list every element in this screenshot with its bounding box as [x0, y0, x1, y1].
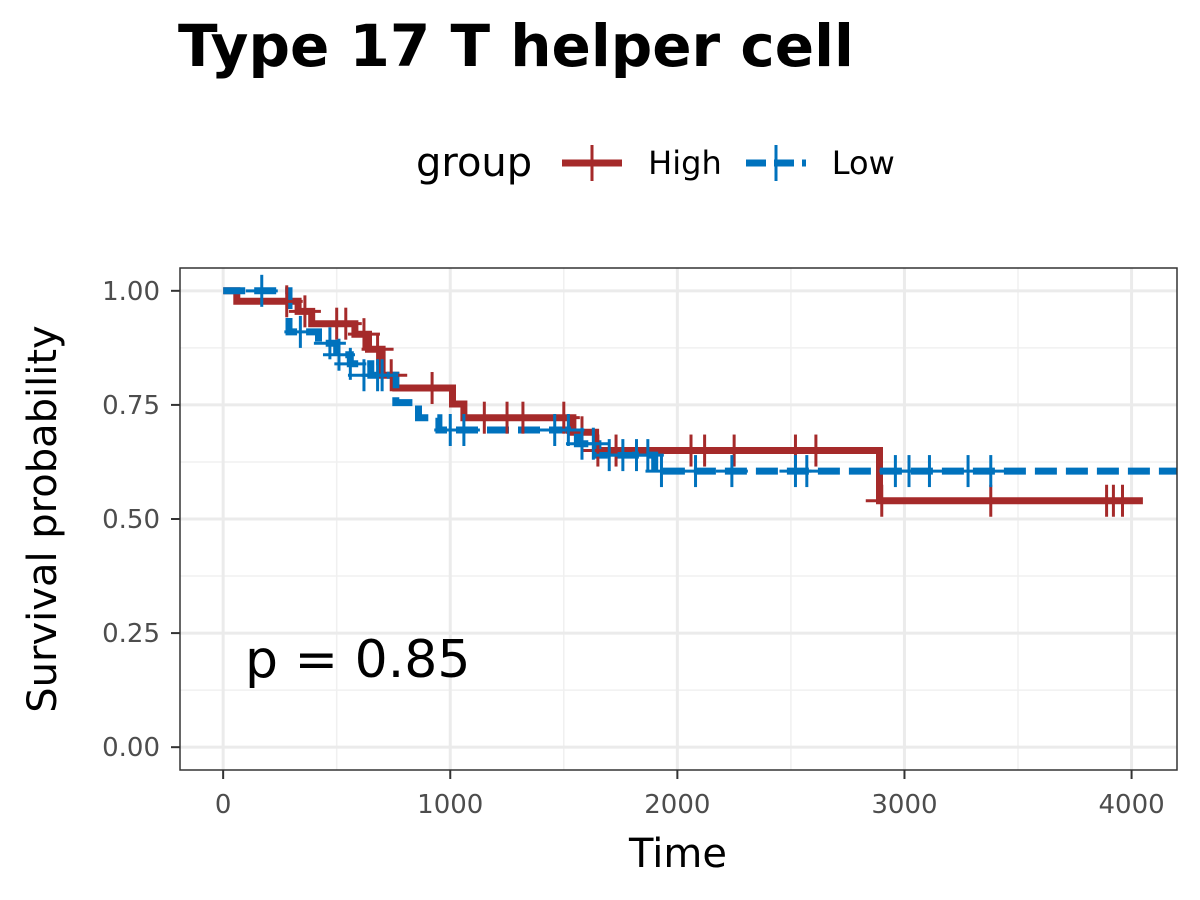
legend-label-low: Low: [831, 144, 895, 182]
y-axis-title: Survival probability: [20, 325, 66, 712]
x-tick-label: 4000: [1098, 790, 1164, 820]
x-tick-label: 3000: [871, 790, 937, 820]
censor-layer: [245, 274, 1139, 517]
y-tick-label: 0.75: [102, 391, 160, 421]
chart-title: Type 17 T helper cell: [178, 12, 854, 80]
legend-key-high: [562, 145, 623, 181]
grid-layer: [180, 268, 1177, 770]
y-tick-label: 1.00: [102, 277, 160, 307]
x-tick-label: 1000: [417, 790, 483, 820]
legend-entry-high: High: [560, 138, 722, 188]
legend-label-high: High: [648, 144, 722, 182]
p-value-annotation: p = 0.85: [245, 630, 470, 690]
y-tick-label: 0.25: [102, 619, 160, 649]
legend-entry-low: Low: [744, 138, 895, 188]
x-tick-label: 2000: [644, 790, 710, 820]
axis-layer: 0 1000 2000 3000 4000 0.00 0.25 0.50 0.75 1.00: [102, 277, 1165, 820]
legend-key-low: [745, 145, 806, 181]
x-tick-label: 0: [215, 790, 232, 820]
legend: group High Low: [416, 138, 917, 188]
y-tick-label: 0.50: [102, 505, 160, 535]
legend-title: group: [416, 140, 533, 186]
x-axis-title: Time: [628, 831, 727, 877]
y-tick-label: 0.00: [102, 733, 160, 763]
